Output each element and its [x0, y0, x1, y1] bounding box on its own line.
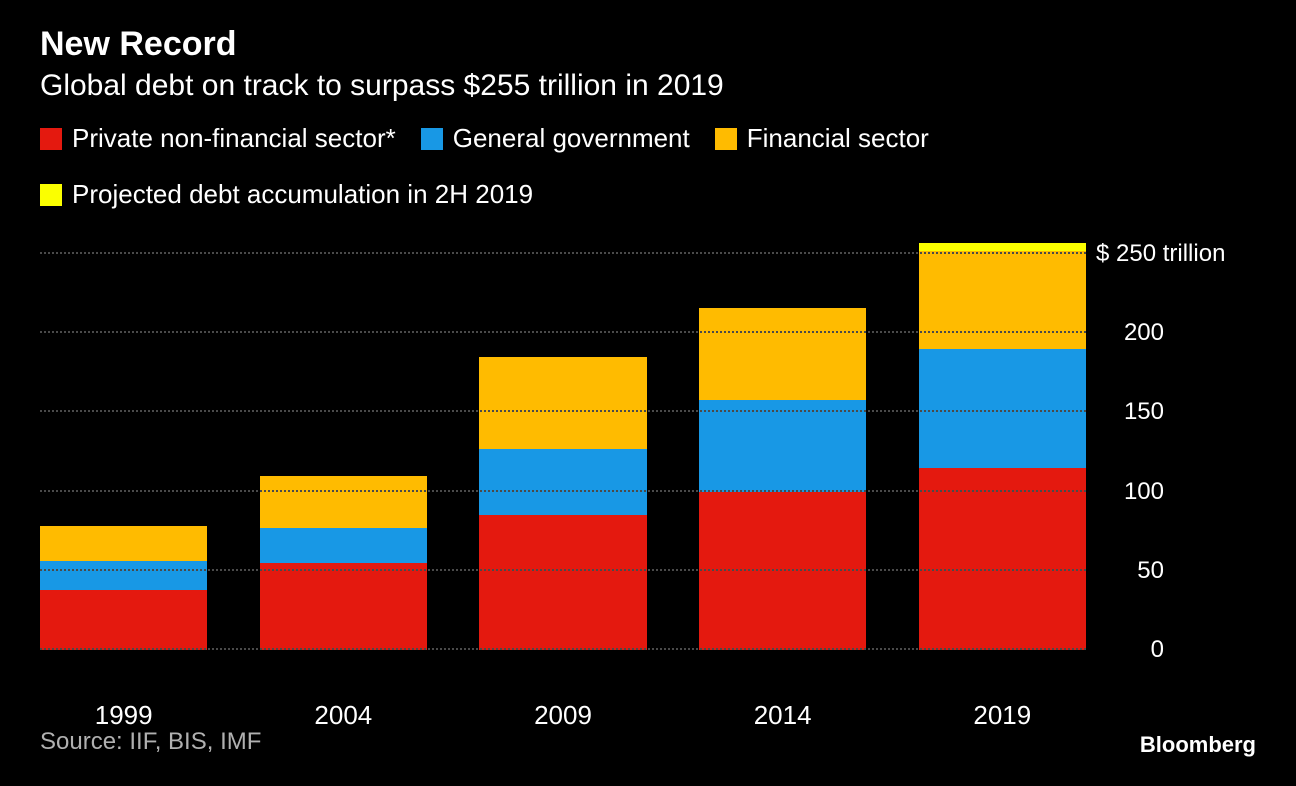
- bars-wrap: [40, 230, 1086, 650]
- bar-segment-general_government: [699, 400, 866, 492]
- brand-logo: Bloomberg: [1140, 732, 1256, 758]
- bar-segment-general_government: [40, 561, 207, 590]
- y-tick-label: 100: [1114, 478, 1164, 506]
- chart-subtitle: Global debt on track to surpass $255 tri…: [40, 69, 1256, 103]
- legend-label: Private non-financial sector*: [72, 123, 396, 154]
- x-axis: 1999 2004 2009 2014 2019: [40, 700, 1256, 731]
- legend-item: Private non-financial sector*: [40, 123, 396, 154]
- chart-container: 0 50 100 150 200 $ 250 trillion: [40, 230, 1256, 685]
- bar-segment-private_non_financial: [919, 468, 1086, 650]
- bar-group: [260, 230, 427, 650]
- bar-group: [479, 230, 646, 650]
- grid-line: [40, 410, 1086, 412]
- legend-item: General government: [421, 123, 690, 154]
- bar-segment-financial_sector: [479, 357, 646, 449]
- legend-swatch: [715, 128, 737, 150]
- bar-segment-private_non_financial: [479, 515, 646, 650]
- plot-area: [40, 230, 1086, 650]
- legend-label: Projected debt accumulation in 2H 2019: [72, 179, 533, 210]
- bar-segment-private_non_financial: [40, 590, 207, 650]
- y-tick-label: 0: [1114, 636, 1164, 664]
- bar-segment-general_government: [919, 349, 1086, 468]
- grid-line: [40, 490, 1086, 492]
- legend-label: General government: [453, 123, 690, 154]
- legend-swatch: [421, 128, 443, 150]
- y-tick-label: 200: [1114, 319, 1164, 347]
- bar-segment-general_government: [479, 449, 646, 516]
- x-tick-label: 2014: [699, 700, 866, 731]
- grid-line: [40, 569, 1086, 571]
- bar-segment-financial_sector: [699, 308, 866, 400]
- y-tick-label: 150: [1114, 398, 1164, 426]
- legend-swatch: [40, 184, 62, 206]
- legend: Private non-financial sector* General gov…: [40, 123, 1256, 210]
- bar-group: [699, 230, 866, 650]
- bar-segment-financial_sector: [40, 526, 207, 561]
- bar-segment-financial_sector: [919, 251, 1086, 349]
- y-tick-label: 50: [1114, 557, 1164, 585]
- legend-item: Projected debt accumulation in 2H 2019: [40, 179, 533, 210]
- source-text: Source: IIF, BIS, IMF: [40, 728, 261, 756]
- x-tick-label: 2019: [919, 700, 1086, 731]
- bar-group: [40, 230, 207, 650]
- grid-line: [40, 648, 1086, 650]
- legend-swatch: [40, 128, 62, 150]
- bar-segment-private_non_financial: [260, 563, 427, 650]
- y-axis-unit: $ 250 trillion: [1096, 240, 1225, 268]
- bar-segment-general_government: [260, 528, 427, 563]
- grid-line: [40, 252, 1086, 254]
- bar-group: [919, 230, 1086, 650]
- legend-item: Financial sector: [715, 123, 929, 154]
- chart-title: New Record: [40, 25, 1256, 64]
- legend-label: Financial sector: [747, 123, 929, 154]
- x-tick-label: 1999: [40, 700, 207, 731]
- bar-segment-projected_2h2019: [919, 243, 1086, 251]
- grid-line: [40, 331, 1086, 333]
- x-tick-label: 2009: [479, 700, 646, 731]
- bar-segment-financial_sector: [260, 476, 427, 528]
- x-tick-label: 2004: [260, 700, 427, 731]
- y-axis: 050100150200$ 250 trillion: [1086, 230, 1256, 650]
